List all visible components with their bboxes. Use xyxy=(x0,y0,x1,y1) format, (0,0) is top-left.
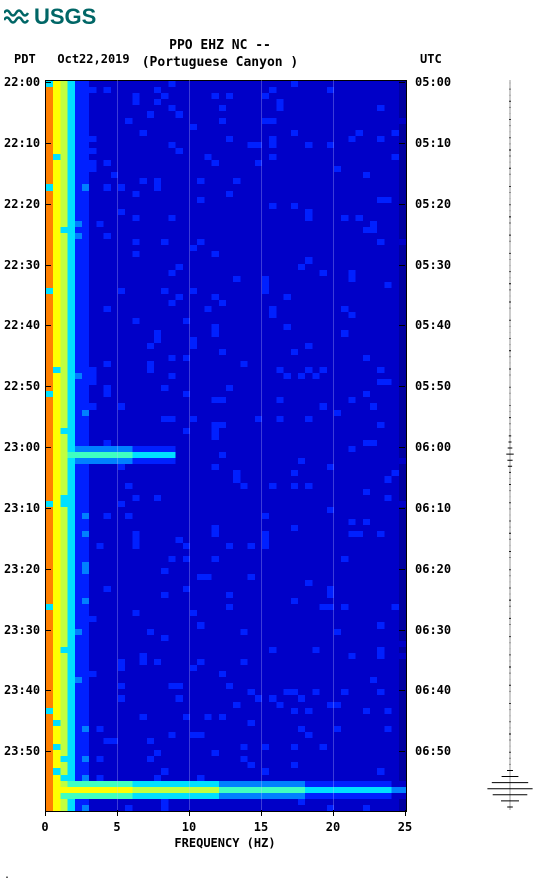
y-tick-mark-right xyxy=(399,82,405,83)
y-tick-label-pdt: 22:40 xyxy=(4,318,40,332)
x-tick-mark xyxy=(261,810,262,816)
y-tick-label-utc: 05:30 xyxy=(415,258,451,272)
x-tick-mark xyxy=(117,810,118,816)
y-tick-label-pdt: 23:10 xyxy=(4,501,40,515)
wave-icon xyxy=(4,6,30,28)
y-tick-mark-left xyxy=(45,82,51,83)
y-tick-label-pdt: 23:50 xyxy=(4,744,40,758)
spectrogram-plot xyxy=(45,80,407,812)
y-tick-label-pdt: 23:00 xyxy=(4,440,40,454)
header-left: PDT Oct22,2019 xyxy=(14,52,130,66)
y-tick-label-utc: 05:40 xyxy=(415,318,451,332)
x-tick-mark xyxy=(405,810,406,816)
y-tick-mark-left xyxy=(45,690,51,691)
waveform-trace xyxy=(480,80,540,810)
gridline xyxy=(333,80,334,810)
footer-mark: . xyxy=(4,870,10,881)
y-tick-label-utc: 06:20 xyxy=(415,562,451,576)
y-tick-mark-right xyxy=(399,386,405,387)
x-axis-label: FREQUENCY (HZ) xyxy=(45,836,405,850)
y-tick-label-pdt: 22:00 xyxy=(4,75,40,89)
date-label: Oct22,2019 xyxy=(57,52,129,66)
gridline xyxy=(261,80,262,810)
y-tick-label-utc: 05:00 xyxy=(415,75,451,89)
y-tick-label-pdt: 22:50 xyxy=(4,379,40,393)
y-tick-mark-left xyxy=(45,325,51,326)
gridline xyxy=(189,80,190,810)
x-tick-label: 0 xyxy=(41,820,48,834)
pdt-label: PDT xyxy=(14,52,36,66)
page: USGS PPO EHZ NC -- (Portuguese Canyon ) … xyxy=(0,0,552,892)
y-tick-label-pdt: 23:40 xyxy=(4,683,40,697)
y-tick-mark-right xyxy=(399,143,405,144)
x-tick-label: 25 xyxy=(398,820,412,834)
y-tick-mark-right xyxy=(399,751,405,752)
y-tick-label-utc: 06:00 xyxy=(415,440,451,454)
y-tick-mark-right xyxy=(399,325,405,326)
x-tick-label: 5 xyxy=(113,820,120,834)
y-tick-mark-left xyxy=(45,447,51,448)
utc-label: UTC xyxy=(420,52,442,66)
y-tick-label-utc: 05:50 xyxy=(415,379,451,393)
y-tick-mark-left xyxy=(45,204,51,205)
y-tick-mark-right xyxy=(399,569,405,570)
spectrogram-row xyxy=(46,805,406,812)
usgs-logo: USGS xyxy=(4,4,96,30)
y-tick-label-pdt: 22:20 xyxy=(4,197,40,211)
y-tick-label-pdt: 23:30 xyxy=(4,623,40,637)
y-tick-mark-left xyxy=(45,630,51,631)
y-tick-mark-left xyxy=(45,508,51,509)
x-tick-mark xyxy=(189,810,190,816)
station-code: PPO EHZ NC -- xyxy=(0,38,440,53)
y-tick-label-pdt: 23:20 xyxy=(4,562,40,576)
waveform-svg xyxy=(480,80,540,810)
y-tick-label-utc: 06:10 xyxy=(415,501,451,515)
y-tick-mark-right xyxy=(399,447,405,448)
x-tick-label: 20 xyxy=(326,820,340,834)
x-tick-label: 10 xyxy=(182,820,196,834)
y-tick-mark-right xyxy=(399,508,405,509)
y-tick-mark-right xyxy=(399,265,405,266)
y-tick-mark-left xyxy=(45,751,51,752)
y-tick-label-utc: 05:20 xyxy=(415,197,451,211)
x-tick-mark xyxy=(333,810,334,816)
x-tick-label: 15 xyxy=(254,820,268,834)
gridline xyxy=(117,80,118,810)
y-tick-label-pdt: 22:30 xyxy=(4,258,40,272)
y-tick-label-utc: 06:50 xyxy=(415,744,451,758)
x-tick-mark xyxy=(45,810,46,816)
y-tick-mark-left xyxy=(45,265,51,266)
logo-text: USGS xyxy=(34,4,96,30)
y-tick-mark-right xyxy=(399,690,405,691)
y-tick-label-utc: 05:10 xyxy=(415,136,451,150)
y-tick-mark-left xyxy=(45,569,51,570)
y-tick-label-utc: 06:30 xyxy=(415,623,451,637)
y-tick-mark-right xyxy=(399,630,405,631)
y-tick-mark-left xyxy=(45,143,51,144)
y-tick-label-utc: 06:40 xyxy=(415,683,451,697)
y-tick-label-pdt: 22:10 xyxy=(4,136,40,150)
y-tick-mark-right xyxy=(399,204,405,205)
y-tick-mark-left xyxy=(45,386,51,387)
